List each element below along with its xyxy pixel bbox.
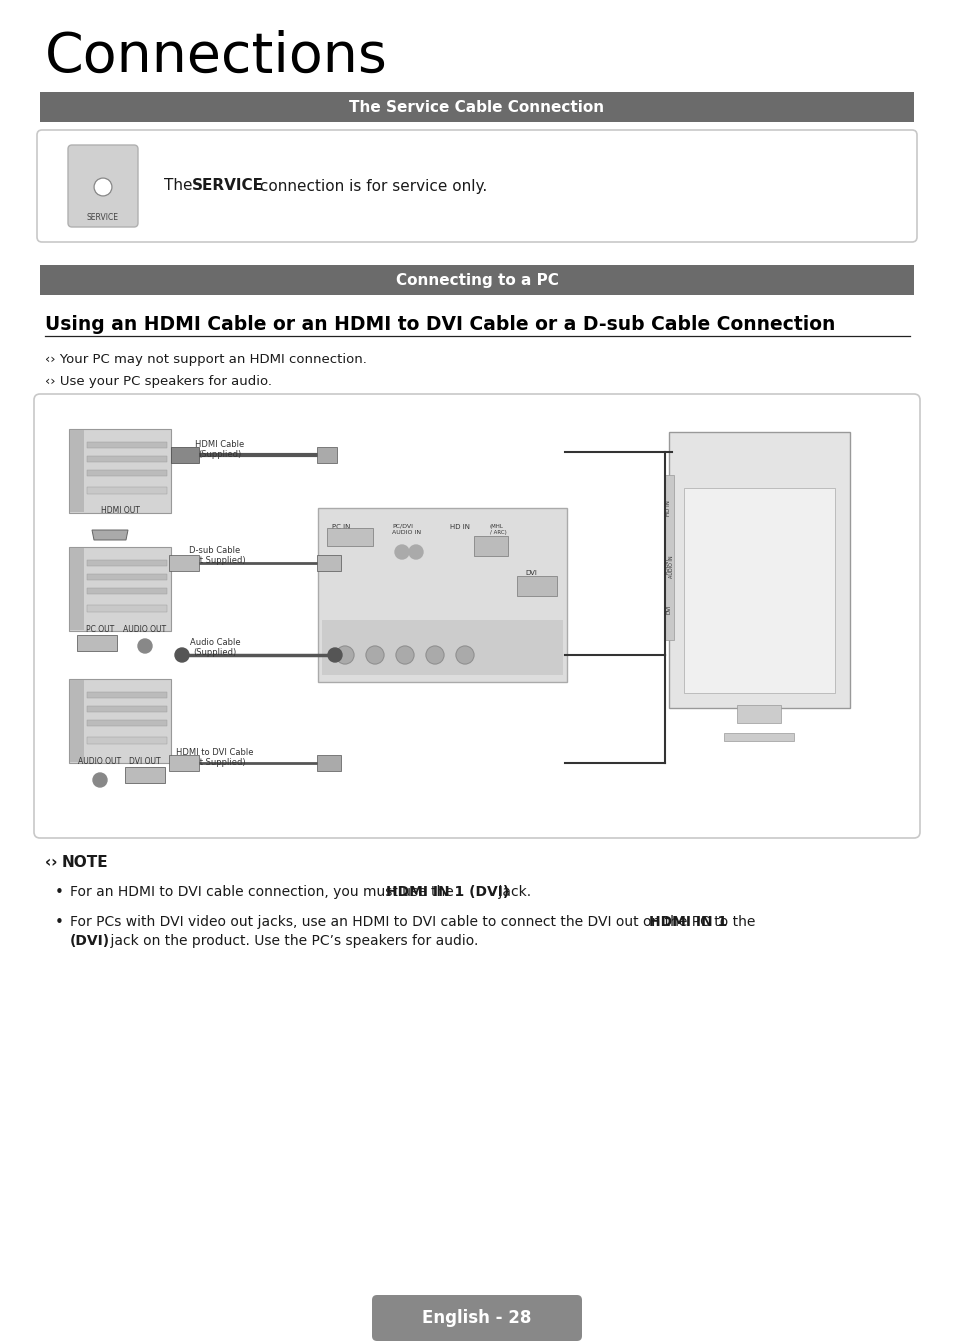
Text: HDMI to DVI Cable
(Not Supplied): HDMI to DVI Cable (Not Supplied) [176, 747, 253, 768]
Bar [87, 706, 167, 713]
Bar [663, 475, 673, 640]
Bar [87, 692, 167, 698]
Text: PC/DVI
AUDIO IN: PC/DVI AUDIO IN [392, 523, 420, 535]
Text: AUDIO OUT: AUDIO OUT [123, 625, 167, 633]
Bar [87, 605, 167, 612]
Text: HDMI IN 1: HDMI IN 1 [648, 915, 726, 929]
Circle shape [395, 646, 414, 664]
Circle shape [138, 639, 152, 654]
Circle shape [409, 545, 422, 560]
FancyBboxPatch shape [317, 509, 566, 682]
Circle shape [426, 646, 443, 664]
Text: SERVICE: SERVICE [87, 213, 119, 221]
Text: HD IN: HD IN [450, 523, 470, 530]
Circle shape [335, 646, 354, 664]
Text: Connections: Connections [45, 30, 388, 85]
FancyBboxPatch shape [316, 447, 336, 463]
Text: connection is for service only.: connection is for service only. [254, 178, 487, 193]
Bar [87, 721, 167, 726]
Bar [87, 487, 167, 494]
FancyBboxPatch shape [327, 527, 373, 546]
FancyBboxPatch shape [69, 679, 171, 764]
FancyBboxPatch shape [69, 429, 171, 513]
FancyBboxPatch shape [34, 395, 919, 837]
Circle shape [328, 648, 341, 662]
FancyBboxPatch shape [517, 576, 557, 596]
Text: DVI OUT: DVI OUT [129, 757, 161, 766]
FancyBboxPatch shape [316, 756, 340, 772]
Bar [87, 737, 167, 743]
Text: •: • [55, 915, 64, 930]
Text: Using an HDMI Cable or an HDMI to DVI Cable or a D-sub Cable Connection: Using an HDMI Cable or an HDMI to DVI Ca… [45, 315, 835, 334]
Text: SERVICE: SERVICE [192, 178, 264, 193]
Bar [87, 560, 167, 566]
Circle shape [92, 773, 107, 786]
Bar [87, 470, 167, 476]
FancyBboxPatch shape [68, 145, 138, 227]
FancyBboxPatch shape [474, 535, 507, 556]
Bar [70, 429, 84, 513]
Bar [70, 548, 84, 629]
Text: HDMI OUT: HDMI OUT [100, 506, 139, 515]
FancyBboxPatch shape [372, 1295, 581, 1341]
Text: HDMI Cable
(Supplied): HDMI Cable (Supplied) [195, 440, 244, 459]
Text: For an HDMI to DVI cable connection, you must use the: For an HDMI to DVI cable connection, you… [70, 884, 457, 899]
Bar [87, 456, 167, 462]
Bar [40, 264, 913, 295]
Text: jack on the product. Use the PC’s speakers for audio.: jack on the product. Use the PC’s speake… [106, 934, 477, 947]
Text: The Service Cable Connection: The Service Cable Connection [349, 99, 604, 114]
FancyBboxPatch shape [169, 756, 199, 772]
Text: HD IN: HD IN [666, 501, 671, 515]
Bar [70, 680, 84, 762]
Text: ‹›: ‹› [45, 855, 63, 870]
Circle shape [395, 545, 409, 560]
FancyBboxPatch shape [171, 447, 199, 463]
Circle shape [174, 648, 189, 662]
Bar [723, 733, 793, 741]
Text: DVI: DVI [524, 570, 537, 576]
Text: ‹› Your PC may not support an HDMI connection.: ‹› Your PC may not support an HDMI conne… [45, 353, 367, 366]
Bar [87, 574, 167, 580]
FancyBboxPatch shape [125, 768, 165, 782]
Text: •: • [55, 884, 64, 900]
FancyBboxPatch shape [77, 635, 117, 651]
Bar [322, 620, 562, 675]
FancyBboxPatch shape [37, 130, 916, 242]
Text: jack.: jack. [494, 884, 531, 899]
Text: PC/DVI
AUDIO IN: PC/DVI AUDIO IN [663, 556, 674, 577]
Text: Connecting to a PC: Connecting to a PC [395, 272, 558, 287]
Text: PC IN: PC IN [332, 523, 350, 530]
Text: The: The [164, 178, 197, 193]
Text: For PCs with DVI video out jacks, use an HDMI to DVI cable to connect the DVI ou: For PCs with DVI video out jacks, use an… [70, 915, 759, 929]
FancyBboxPatch shape [169, 556, 199, 570]
Text: Audio Cable
(Supplied): Audio Cable (Supplied) [190, 637, 240, 658]
FancyBboxPatch shape [69, 548, 171, 631]
Bar [40, 93, 913, 122]
Text: DVI: DVI [666, 605, 671, 615]
FancyBboxPatch shape [316, 556, 340, 570]
Text: English - 28: English - 28 [422, 1308, 531, 1327]
Text: (DVI): (DVI) [70, 934, 110, 947]
Text: D-sub Cable
(Not Supplied): D-sub Cable (Not Supplied) [185, 546, 245, 565]
Bar [87, 588, 167, 595]
Polygon shape [91, 530, 128, 539]
Text: PC OUT: PC OUT [86, 625, 114, 633]
Text: AUDIO OUT: AUDIO OUT [78, 757, 121, 766]
Circle shape [456, 646, 474, 664]
Circle shape [366, 646, 384, 664]
Text: ‹› Use your PC speakers for audio.: ‹› Use your PC speakers for audio. [45, 374, 272, 388]
Text: NOTE: NOTE [62, 855, 109, 870]
Circle shape [94, 178, 112, 196]
FancyBboxPatch shape [668, 432, 849, 709]
Text: (MHL
/ ARC): (MHL / ARC) [490, 523, 506, 535]
Text: HDMI IN 1 (DVI): HDMI IN 1 (DVI) [386, 884, 509, 899]
Bar [683, 488, 834, 692]
Bar [737, 705, 781, 723]
Bar [87, 442, 167, 448]
